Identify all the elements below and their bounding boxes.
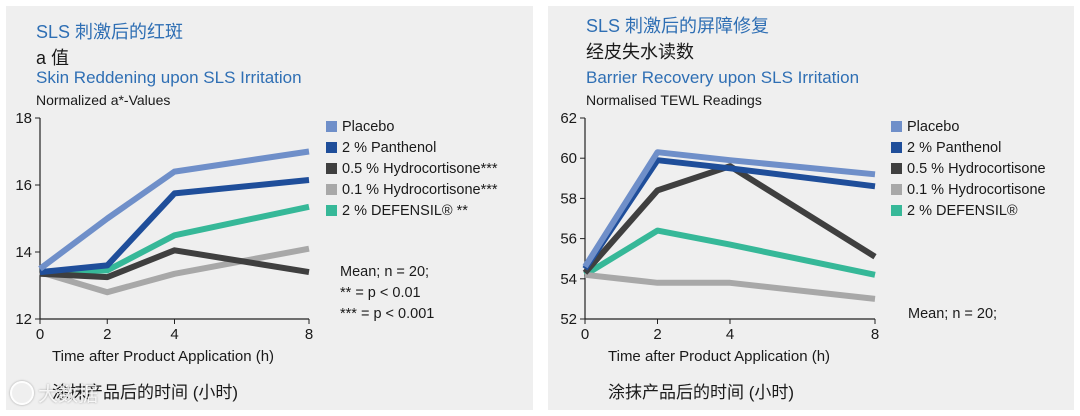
- y-tick-label: 60: [560, 150, 577, 167]
- series-line: [583, 227, 876, 278]
- legend-label: 2 % Panthenol: [342, 139, 437, 156]
- y-tick-label: 62: [560, 110, 577, 127]
- series-line: [582, 149, 876, 269]
- y-tick-label: 52: [560, 311, 577, 328]
- note-line: Mean; n = 20;: [908, 306, 998, 322]
- x-axis-label: Time after Product Application (h): [52, 348, 275, 365]
- watermark-text: 大数据: [38, 384, 98, 406]
- x-tick-label: 8: [871, 326, 879, 343]
- legend-item: 2 % DEFENSIL®: [891, 200, 1046, 221]
- chart-panel-skin-reddening: SLS 刺激后的红斑 a 值 Skin Reddening upon SLS I…: [6, 6, 533, 410]
- chart-subtitle: Normalised TEWL Readings: [586, 92, 762, 108]
- chart-title-cn: SLS 刺激后的红斑: [36, 22, 184, 42]
- x-tick-label: 2: [103, 326, 111, 343]
- legend-swatch: [326, 184, 337, 195]
- watermark: 大数据: [10, 378, 98, 407]
- legend-swatch: [891, 205, 902, 216]
- legend-item: Placebo: [326, 116, 498, 137]
- x-tick-label: 4: [170, 326, 178, 343]
- y-tick-label: 18: [15, 110, 32, 127]
- chart-title: Skin Reddening upon SLS Irritation: [36, 68, 302, 87]
- watermark-logo-icon: [10, 380, 34, 405]
- series-line: [39, 247, 310, 281]
- x-axis-label-cn: 涂抹产品后的时间 (小时): [52, 383, 239, 402]
- chart-subtitle-cn: 经皮失水读数: [586, 42, 694, 62]
- chart-plot-area: 52 54 56 58 60 62 0 2 4 8: [560, 110, 879, 343]
- series-line: [38, 148, 310, 272]
- legend-label: Placebo: [907, 118, 960, 135]
- legend-item: 0.5 % Hydrocortisone***: [326, 158, 498, 179]
- legend-swatch: [326, 163, 337, 174]
- legend-item: 2 % DEFENSIL® **: [326, 200, 498, 221]
- legend-swatch: [891, 184, 902, 195]
- legend-label: 0.5 % Hydrocortisone***: [342, 160, 498, 177]
- series-line: [584, 271, 876, 302]
- legend-swatch: [326, 121, 337, 132]
- legend-swatch: [891, 121, 902, 132]
- legend-swatch: [891, 142, 902, 153]
- chart-legend: Placebo 2 % Panthenol 0.5 % Hydrocortiso…: [326, 116, 498, 221]
- legend-swatch: [326, 205, 337, 216]
- chart-plot-area: 12 14 16 18 0 2 4 8: [15, 110, 313, 343]
- legend-label: Placebo: [342, 118, 395, 135]
- legend-item: 2 % Panthenol: [891, 137, 1046, 158]
- x-tick-label: 4: [726, 326, 734, 343]
- x-axis-label: Time after Product Application (h): [608, 348, 831, 365]
- chart-notes: Mean; n = 20;: [908, 304, 997, 325]
- chart-subtitle-cn: a 值: [36, 48, 70, 68]
- x-tick-label: 2: [653, 326, 661, 343]
- legend-item: 0.1 % Hydrocortisone***: [326, 179, 498, 200]
- y-tick-label: 54: [560, 271, 577, 288]
- note-line: ** = p < 0.01: [340, 285, 421, 301]
- chart-legend: Placebo 2 % Panthenol 0.5 % Hydrocortiso…: [891, 116, 1046, 221]
- legend-label: 0.1 % Hydrocortisone: [907, 181, 1046, 198]
- x-tick-label: 0: [581, 326, 589, 343]
- series-line: [582, 157, 876, 271]
- chart-title-cn: SLS 刺激后的屏障修复: [586, 16, 770, 36]
- legend-item: Placebo: [891, 116, 1046, 137]
- y-tick-label: 16: [15, 177, 32, 194]
- y-tick-label: 58: [560, 190, 577, 207]
- series-line: [39, 177, 310, 276]
- legend-item: 0.1 % Hydrocortisone: [891, 179, 1046, 200]
- y-tick-label: 14: [15, 244, 32, 261]
- chart-notes: Mean; n = 20; ** = p < 0.01 *** = p < 0.…: [340, 262, 434, 325]
- legend-label: 2 % DEFENSIL®: [907, 202, 1018, 219]
- legend-label: 0.1 % Hydrocortisone***: [342, 181, 498, 198]
- legend-label: 2 % Panthenol: [907, 139, 1002, 156]
- series-line: [582, 163, 877, 275]
- legend-label: 0.5 % Hydrocortisone: [907, 160, 1046, 177]
- note-line: *** = p < 0.001: [340, 306, 435, 322]
- x-tick-label: 0: [36, 326, 44, 343]
- chart-subtitle: Normalized a*-Values: [36, 92, 171, 108]
- chart-title: Barrier Recovery upon SLS Irritation: [586, 68, 860, 87]
- note-line: Mean; n = 20;: [340, 264, 430, 280]
- legend-item: 2 % Panthenol: [326, 137, 498, 158]
- x-axis-label-cn: 涂抹产品后的时间 (小时): [608, 383, 795, 402]
- x-tick-label: 8: [305, 326, 313, 343]
- legend-label: 2 % DEFENSIL® **: [342, 202, 468, 219]
- legend-swatch: [891, 163, 902, 174]
- legend-item: 0.5 % Hydrocortisone: [891, 158, 1046, 179]
- y-tick-label: 56: [560, 231, 577, 248]
- legend-swatch: [326, 142, 337, 153]
- y-tick-label: 12: [15, 311, 32, 328]
- chart-panel-barrier-recovery: SLS 刺激后的屏障修复 经皮失水读数 Barrier Recovery upo…: [548, 6, 1074, 410]
